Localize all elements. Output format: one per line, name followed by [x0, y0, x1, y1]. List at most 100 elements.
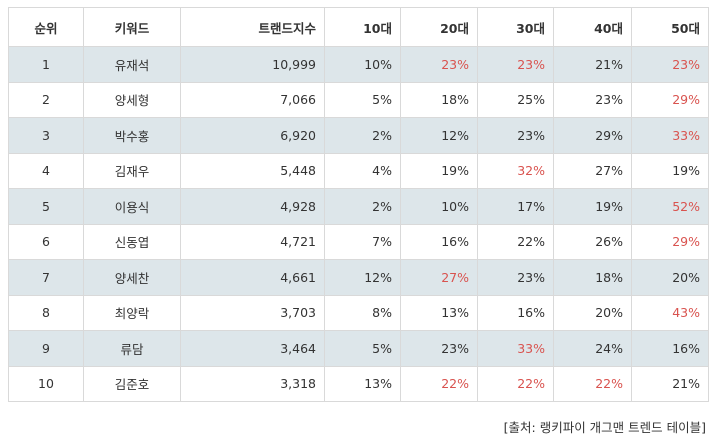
- cell-keyword: 박수홍: [83, 117, 181, 154]
- cell-keyword: 김재우: [83, 152, 181, 189]
- cell-keyword: 최양락: [83, 294, 181, 331]
- cell-age-50s: 21%: [631, 365, 709, 402]
- cell-age-50s: 20%: [631, 259, 709, 296]
- cell-rank: 4: [8, 152, 84, 189]
- cell-age-50s: 43%: [631, 294, 709, 331]
- table-row: 3 박수홍 6,920 2% 12% 23% 29% 33%: [8, 117, 709, 154]
- cell-keyword: 이용식: [83, 188, 181, 225]
- cell-age-10s: 5%: [324, 81, 401, 118]
- table-row: 5 이용식 4,928 2% 10% 17% 19% 52%: [8, 188, 709, 225]
- cell-trend-index: 5,448: [180, 152, 325, 189]
- cell-age-40s: 29%: [553, 117, 632, 154]
- cell-rank: 3: [8, 117, 84, 154]
- cell-trend-index: 3,703: [180, 294, 325, 331]
- cell-trend-index: 6,920: [180, 117, 325, 154]
- source-caption: [출처: 랭키파이 개그맨 트렌드 테이블]: [503, 420, 706, 435]
- header-rank: 순위: [8, 7, 84, 47]
- cell-trend-index: 7,066: [180, 81, 325, 118]
- cell-age-30s: 23%: [477, 117, 554, 154]
- header-age-20s: 20대: [400, 7, 478, 47]
- cell-age-40s: 26%: [553, 223, 632, 260]
- cell-age-20s: 12%: [400, 117, 478, 154]
- trend-table-container: 순위 키워드 트랜드지수 10대 20대 30대 40대 50대 1 유재석 10,…: [8, 7, 709, 402]
- cell-trend-index: 4,721: [180, 223, 325, 260]
- cell-age-30s: 25%: [477, 81, 554, 118]
- cell-age-50s: 19%: [631, 152, 709, 189]
- cell-trend-index: 4,661: [180, 259, 325, 296]
- cell-rank: 6: [8, 223, 84, 260]
- cell-age-10s: 13%: [324, 365, 401, 402]
- cell-age-10s: 7%: [324, 223, 401, 260]
- cell-age-20s: 13%: [400, 294, 478, 331]
- cell-age-30s: 17%: [477, 188, 554, 225]
- cell-age-40s: 24%: [553, 330, 632, 367]
- header-age-50s: 50대: [631, 7, 709, 47]
- cell-age-30s: 23%: [477, 46, 554, 83]
- cell-keyword: 신동엽: [83, 223, 181, 260]
- table-row: 2 양세형 7,066 5% 18% 25% 23% 29%: [8, 81, 709, 118]
- header-age-30s: 30대: [477, 7, 554, 47]
- table-row: 10 김준호 3,318 13% 22% 22% 22% 21%: [8, 365, 709, 402]
- cell-age-40s: 21%: [553, 46, 632, 83]
- header-age-10s: 10대: [324, 7, 401, 47]
- cell-age-40s: 23%: [553, 81, 632, 118]
- header-age-40s: 40대: [553, 7, 632, 47]
- cell-age-10s: 8%: [324, 294, 401, 331]
- cell-age-20s: 10%: [400, 188, 478, 225]
- cell-age-10s: 2%: [324, 117, 401, 154]
- cell-age-30s: 16%: [477, 294, 554, 331]
- trend-table: 순위 키워드 트랜드지수 10대 20대 30대 40대 50대 1 유재석 10,…: [8, 7, 709, 402]
- cell-age-40s: 27%: [553, 152, 632, 189]
- cell-rank: 1: [8, 46, 84, 83]
- cell-age-20s: 23%: [400, 46, 478, 83]
- cell-age-20s: 16%: [400, 223, 478, 260]
- cell-age-10s: 10%: [324, 46, 401, 83]
- cell-age-50s: 23%: [631, 46, 709, 83]
- cell-rank: 8: [8, 294, 84, 331]
- header-trend-index: 트랜드지수: [180, 7, 325, 47]
- cell-age-50s: 16%: [631, 330, 709, 367]
- table-row: 1 유재석 10,999 10% 23% 23% 21% 23%: [8, 46, 709, 83]
- cell-keyword: 류담: [83, 330, 181, 367]
- cell-age-20s: 27%: [400, 259, 478, 296]
- cell-keyword: 양세찬: [83, 259, 181, 296]
- cell-age-30s: 22%: [477, 365, 554, 402]
- cell-keyword: 양세형: [83, 81, 181, 118]
- cell-age-30s: 22%: [477, 223, 554, 260]
- cell-rank: 10: [8, 365, 84, 402]
- cell-age-10s: 2%: [324, 188, 401, 225]
- cell-trend-index: 4,928: [180, 188, 325, 225]
- table-row: 7 양세찬 4,661 12% 27% 23% 18% 20%: [8, 259, 709, 296]
- cell-age-40s: 20%: [553, 294, 632, 331]
- cell-rank: 5: [8, 188, 84, 225]
- cell-age-20s: 19%: [400, 152, 478, 189]
- cell-age-40s: 19%: [553, 188, 632, 225]
- table-row: 9 류담 3,464 5% 23% 33% 24% 16%: [8, 330, 709, 367]
- table-row: 4 김재우 5,448 4% 19% 32% 27% 19%: [8, 152, 709, 189]
- header-keyword: 키워드: [83, 7, 181, 47]
- cell-trend-index: 3,318: [180, 365, 325, 402]
- table-row: 6 신동엽 4,721 7% 16% 22% 26% 29%: [8, 223, 709, 260]
- cell-age-20s: 18%: [400, 81, 478, 118]
- cell-trend-index: 3,464: [180, 330, 325, 367]
- cell-rank: 7: [8, 259, 84, 296]
- cell-age-50s: 29%: [631, 223, 709, 260]
- cell-age-10s: 5%: [324, 330, 401, 367]
- cell-keyword: 유재석: [83, 46, 181, 83]
- cell-age-50s: 29%: [631, 81, 709, 118]
- cell-age-30s: 23%: [477, 259, 554, 296]
- cell-trend-index: 10,999: [180, 46, 325, 83]
- cell-age-20s: 22%: [400, 365, 478, 402]
- cell-age-50s: 33%: [631, 117, 709, 154]
- cell-age-30s: 33%: [477, 330, 554, 367]
- cell-rank: 2: [8, 81, 84, 118]
- cell-age-30s: 32%: [477, 152, 554, 189]
- cell-age-20s: 23%: [400, 330, 478, 367]
- cell-age-50s: 52%: [631, 188, 709, 225]
- cell-rank: 9: [8, 330, 84, 367]
- header-row: 순위 키워드 트랜드지수 10대 20대 30대 40대 50대: [8, 7, 709, 47]
- cell-age-10s: 12%: [324, 259, 401, 296]
- cell-age-40s: 22%: [553, 365, 632, 402]
- table-row: 8 최양락 3,703 8% 13% 16% 20% 43%: [8, 294, 709, 331]
- cell-age-10s: 4%: [324, 152, 401, 189]
